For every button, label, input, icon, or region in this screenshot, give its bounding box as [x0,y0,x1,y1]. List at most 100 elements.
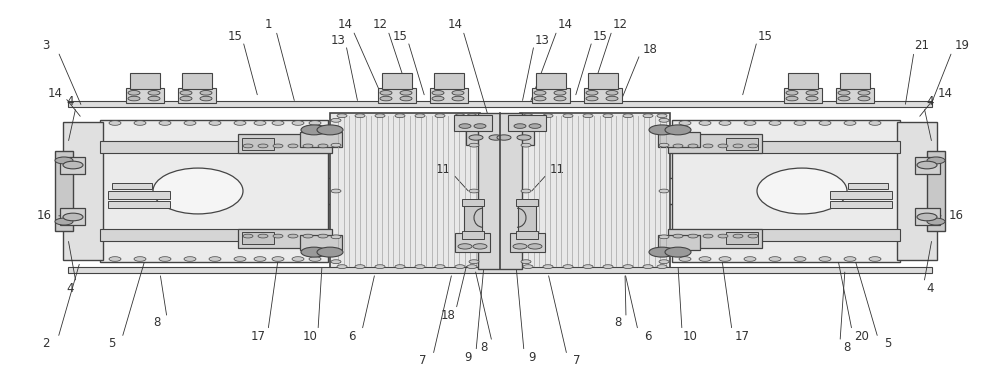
Circle shape [243,234,253,238]
Circle shape [209,257,221,261]
Circle shape [375,114,385,118]
Bar [927,151,945,231]
Circle shape [657,265,667,269]
Circle shape [534,96,546,101]
Circle shape [748,234,758,238]
Bar [63,122,103,260]
Circle shape [455,265,465,269]
Bar [915,157,940,174]
Circle shape [718,144,728,148]
Circle shape [467,114,477,118]
Bar [668,229,762,248]
Bar [238,134,332,153]
Circle shape [673,144,683,148]
Circle shape [665,247,691,257]
Circle shape [375,265,385,269]
Circle shape [148,91,160,95]
Circle shape [643,265,653,269]
Circle shape [649,247,675,257]
Bar [55,151,73,231]
Circle shape [744,121,756,125]
Circle shape [927,157,945,164]
Text: 10: 10 [303,330,317,343]
Circle shape [318,234,328,238]
Circle shape [243,144,253,148]
Circle shape [331,118,341,122]
Bar [112,183,152,189]
Text: 13: 13 [535,34,549,47]
Circle shape [521,260,531,264]
Bar [130,73,160,89]
Text: 4: 4 [66,95,74,108]
Bar [897,122,937,260]
Bar [658,235,700,250]
Text: 18: 18 [441,309,455,322]
Bar [330,113,480,269]
Bar [238,229,332,248]
Circle shape [380,96,392,101]
Circle shape [806,91,818,95]
Circle shape [523,265,533,269]
Bar [126,88,164,103]
Circle shape [679,121,691,125]
Circle shape [521,118,531,122]
Circle shape [869,257,881,261]
Circle shape [288,144,298,148]
Text: 12: 12 [612,18,628,31]
Circle shape [459,124,471,128]
Circle shape [563,114,573,118]
Bar [516,231,538,239]
Circle shape [355,114,365,118]
Circle shape [234,257,246,261]
Text: 8: 8 [843,341,851,354]
Text: 20: 20 [855,330,869,343]
Ellipse shape [153,168,243,214]
Text: 8: 8 [480,341,488,354]
Circle shape [200,91,212,95]
Circle shape [514,124,526,128]
Bar [836,88,874,103]
Bar [300,235,342,250]
Circle shape [469,235,479,239]
Text: 9: 9 [464,351,472,364]
Bar [68,147,932,178]
Circle shape [473,244,487,249]
Circle shape [748,144,758,148]
Circle shape [395,114,405,118]
Circle shape [273,144,283,148]
Circle shape [234,121,246,125]
Circle shape [469,118,479,122]
Circle shape [769,257,781,261]
Circle shape [337,265,347,269]
Bar [434,73,464,89]
Circle shape [858,91,870,95]
Text: 6: 6 [644,330,652,343]
Text: 10: 10 [683,330,697,343]
Bar [60,208,85,225]
Text: 17: 17 [250,330,266,343]
Bar [60,157,85,174]
Circle shape [688,234,698,238]
Circle shape [733,234,743,238]
Bar [848,183,888,189]
Circle shape [659,235,669,239]
Circle shape [458,244,472,249]
Text: 15: 15 [758,30,772,43]
Circle shape [435,114,445,118]
Circle shape [699,257,711,261]
Bar [672,120,900,262]
Circle shape [719,257,731,261]
Circle shape [719,121,731,125]
Circle shape [474,124,486,128]
Circle shape [603,265,613,269]
Circle shape [331,143,341,147]
Bar [100,141,328,153]
Circle shape [317,125,343,135]
Bar [726,232,758,244]
Text: 15: 15 [593,30,607,43]
Circle shape [380,91,392,95]
Text: 5: 5 [884,337,892,350]
Circle shape [744,257,756,261]
Bar [726,138,758,150]
Circle shape [659,143,669,147]
